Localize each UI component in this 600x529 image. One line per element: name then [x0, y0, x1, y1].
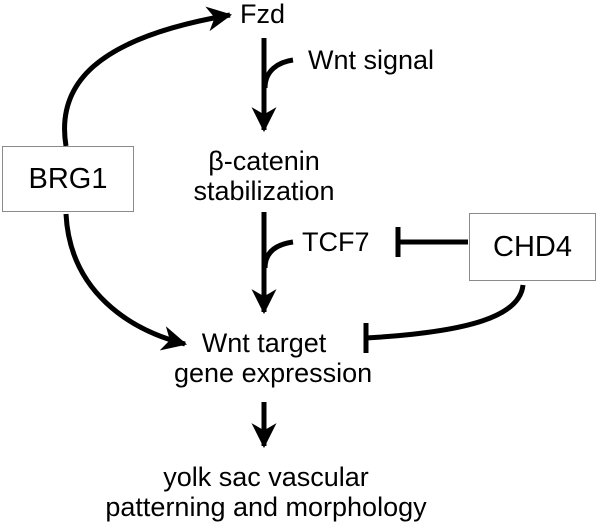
- edge-chd4-inhibits-wnt-target: [363, 284, 526, 353]
- node-fzd: Fzd: [240, 0, 286, 29]
- edge-brg1-to-wnt-target: [63, 213, 188, 351]
- node-beta-catenin-line2: stabilization: [193, 176, 335, 206]
- node-outcome-line1: yolk sac vascular: [163, 462, 369, 492]
- node-outcome-line2: patterning and morphology: [105, 492, 427, 522]
- box-brg1: BRG1: [2, 146, 134, 212]
- node-beta-catenin-line1: β-catenin: [208, 146, 320, 176]
- node-beta-catenin-stabilization: β-catenin stabilization: [184, 146, 344, 206]
- label-tcf7: TCF7: [302, 227, 370, 257]
- edge-brg1-to-fzd: [62, 6, 233, 147]
- box-chd4: CHD4: [469, 213, 596, 281]
- edge-wnt-signal-input: [262, 57, 294, 89]
- label-wnt-signal: Wnt signal: [308, 45, 435, 75]
- edge-chd4-inhibits-tcf7: [395, 227, 468, 257]
- node-wnt-target-gene-expression: Wnt target gene expression: [174, 328, 373, 388]
- node-wnt-target-line2: gene expression: [174, 358, 373, 388]
- node-outcome: yolk sac vascular patterning and morphol…: [99, 462, 433, 522]
- edge-tcf7-input: [262, 239, 294, 269]
- node-wnt-target-line1: Wnt target: [201, 328, 327, 358]
